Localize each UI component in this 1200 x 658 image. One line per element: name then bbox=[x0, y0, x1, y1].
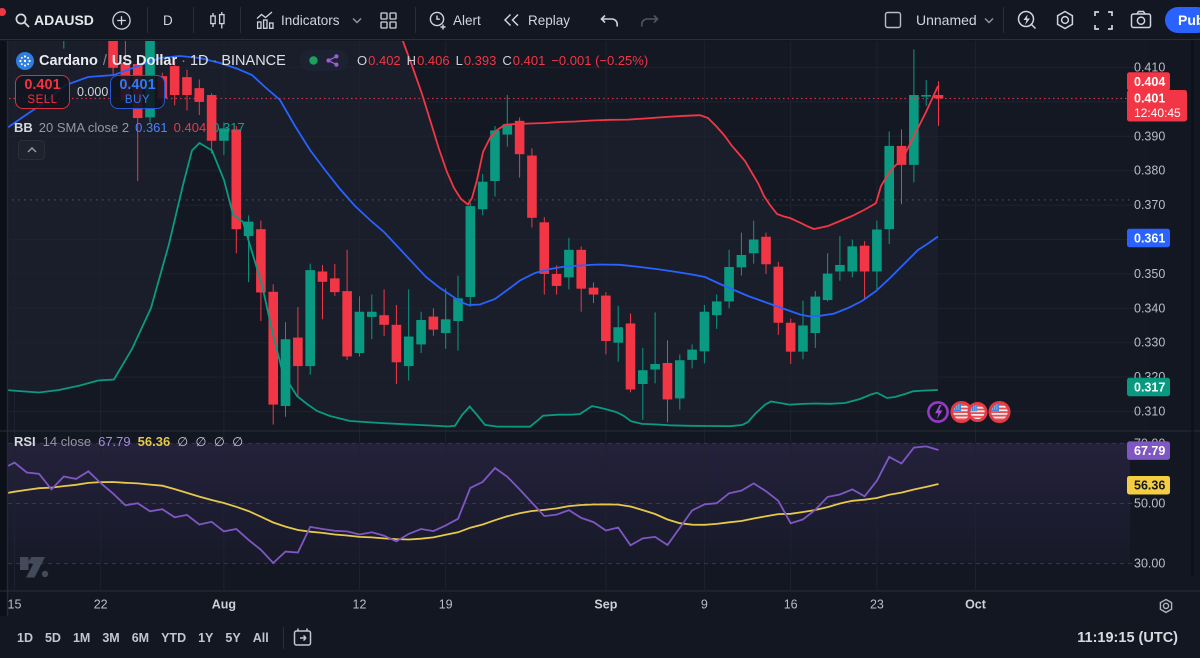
svg-text:19: 19 bbox=[439, 598, 453, 612]
svg-text:30.00: 30.00 bbox=[1134, 557, 1165, 571]
svg-text:50.00: 50.00 bbox=[1134, 497, 1165, 511]
svg-text:56.36: 56.36 bbox=[1134, 479, 1165, 493]
svg-text:Oct: Oct bbox=[965, 598, 987, 612]
svg-text:0.340: 0.340 bbox=[1134, 301, 1165, 315]
svg-text:15: 15 bbox=[8, 598, 22, 612]
svg-text:0.317: 0.317 bbox=[1134, 380, 1165, 394]
svg-text:Aug: Aug bbox=[212, 598, 236, 612]
svg-text:0.350: 0.350 bbox=[1134, 267, 1165, 281]
svg-text:0.410: 0.410 bbox=[1134, 61, 1165, 75]
svg-text:0.401: 0.401 bbox=[1134, 92, 1165, 106]
svg-text:0.330: 0.330 bbox=[1134, 336, 1165, 350]
svg-text:12: 12 bbox=[353, 598, 367, 612]
svg-text:0.404: 0.404 bbox=[1134, 75, 1165, 89]
svg-text:0.310: 0.310 bbox=[1134, 405, 1165, 419]
svg-text:0.361: 0.361 bbox=[1134, 231, 1165, 245]
svg-text:16: 16 bbox=[784, 598, 798, 612]
svg-text:0.370: 0.370 bbox=[1134, 198, 1165, 212]
svg-text:23: 23 bbox=[870, 598, 884, 612]
svg-text:67.79: 67.79 bbox=[1134, 444, 1165, 458]
svg-text:0.380: 0.380 bbox=[1134, 164, 1165, 178]
svg-text:12:40:45: 12:40:45 bbox=[1134, 106, 1181, 120]
svg-text:0.390: 0.390 bbox=[1134, 129, 1165, 143]
svg-text:22: 22 bbox=[94, 598, 108, 612]
svg-text:Sep: Sep bbox=[594, 598, 617, 612]
svg-text:9: 9 bbox=[701, 598, 708, 612]
